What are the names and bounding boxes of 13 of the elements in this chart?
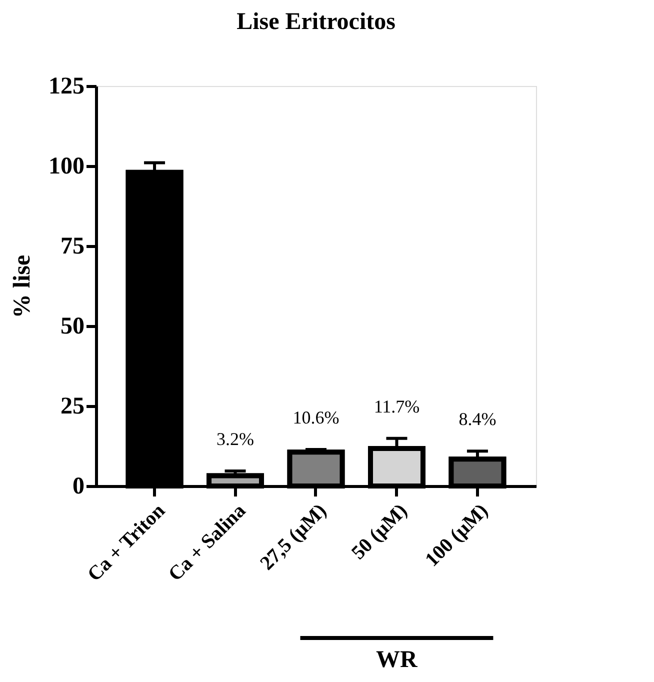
y-tick-label: 75 [60,234,84,260]
data-label: 11.7% [374,396,420,416]
y-tick-label: 25 [60,394,84,420]
y-axis-title: % lise [10,254,36,318]
text: WR [376,647,418,673]
y-tick-label: 50 [60,314,84,340]
y-tick-label: 125 [48,74,84,100]
data-label: 10.6% [292,408,340,428]
y-tick-label: 0 [72,474,84,500]
data-label: 3.2% [216,428,254,449]
data-label: 8.4% [458,409,496,430]
y-tick-label: 100 [48,154,84,180]
chart-title: Lise Eritrocitos [236,9,396,35]
